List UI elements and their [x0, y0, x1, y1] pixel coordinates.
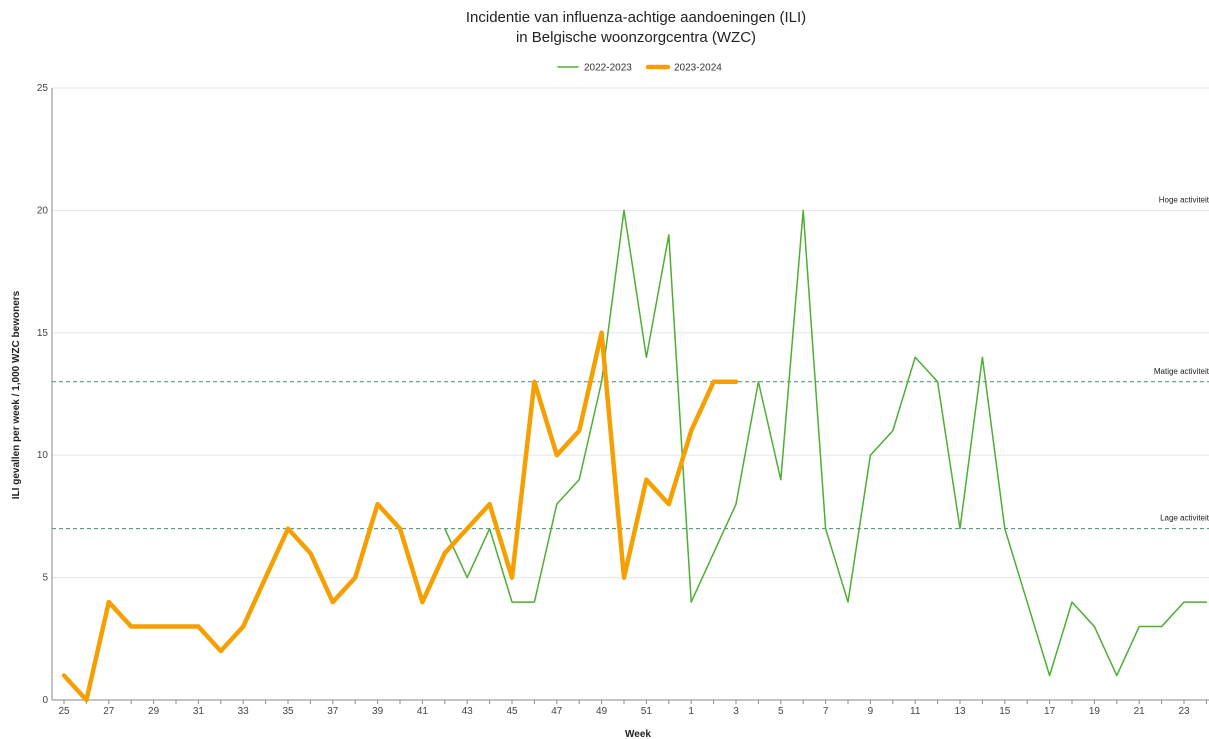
x-tick-label-51: 51: [641, 706, 653, 717]
x-tick-label-7: 7: [823, 706, 829, 717]
x-tick-label-45: 45: [506, 706, 518, 717]
legend: 2022-2023 2023-2024: [557, 63, 722, 74]
x-tick-label-43: 43: [462, 706, 474, 717]
x-tick-label-21: 21: [1134, 706, 1146, 717]
x-tick-label-29: 29: [148, 706, 160, 717]
y-tick-label-0: 0: [42, 695, 48, 706]
series-line-2023-2024-seg0: [61, 330, 739, 703]
x-tick-label-1: 1: [688, 706, 694, 717]
ref-label-hoge-activiteit: Hoge activiteit: [1159, 195, 1209, 204]
x-tick-label-23: 23: [1178, 706, 1190, 717]
ref-label-lage-activiteit: Lage activiteit: [1160, 514, 1209, 523]
x-tick-label-31: 31: [193, 706, 205, 717]
x-tick-label-9: 9: [868, 706, 874, 717]
gridlines: [52, 87, 1209, 579]
x-tick-label-15: 15: [999, 706, 1011, 717]
x-tick-label-13: 13: [954, 706, 966, 717]
reference-lines: Hoge activiteit Matige activiteit Lage act…: [52, 195, 1209, 530]
y-tick-label-25: 25: [37, 83, 49, 94]
x-tick-label-25: 25: [58, 706, 70, 717]
x-tick-label-11: 11: [910, 706, 921, 717]
x-tick-label-37: 37: [327, 706, 339, 717]
x-tick-label-27: 27: [103, 706, 115, 717]
legend-label-2023-2024: 2023-2024: [674, 63, 722, 74]
x-tick-label-47: 47: [551, 706, 563, 717]
x-tick-label-33: 33: [238, 706, 250, 717]
x-tick-label-35: 35: [282, 706, 294, 717]
chart-title-line1: Incidentie van influenza-achtige aandoen…: [466, 9, 806, 26]
ref-label-matige-activiteit: Matige activiteit: [1154, 367, 1209, 376]
y-tick-label-10: 10: [37, 450, 49, 461]
y-axis-title: ILI gevallen per week / 1,000 WZC bewone…: [11, 290, 22, 499]
x-tick-label-5: 5: [778, 706, 784, 717]
x-tick-label-49: 49: [596, 706, 608, 717]
y-tick-label-5: 5: [42, 573, 48, 584]
x-axis-title: Week: [625, 729, 651, 739]
x-tick-label-17: 17: [1044, 706, 1056, 717]
x-tick-label-3: 3: [733, 706, 739, 717]
x-tick-label-39: 39: [372, 706, 384, 717]
chart-title-line2: in Belgische woonzorgcentra (WZC): [516, 29, 756, 46]
y-tick-label-20: 20: [37, 205, 49, 216]
legend-label-2022-2023: 2022-2023: [584, 63, 632, 74]
x-tick-label-19: 19: [1089, 706, 1101, 717]
y-tick-label-15: 15: [37, 328, 49, 339]
x-tick-label-41: 41: [417, 706, 429, 717]
series-line-2022-2023-seg0: [444, 209, 1208, 677]
series-lines: [61, 209, 1208, 703]
